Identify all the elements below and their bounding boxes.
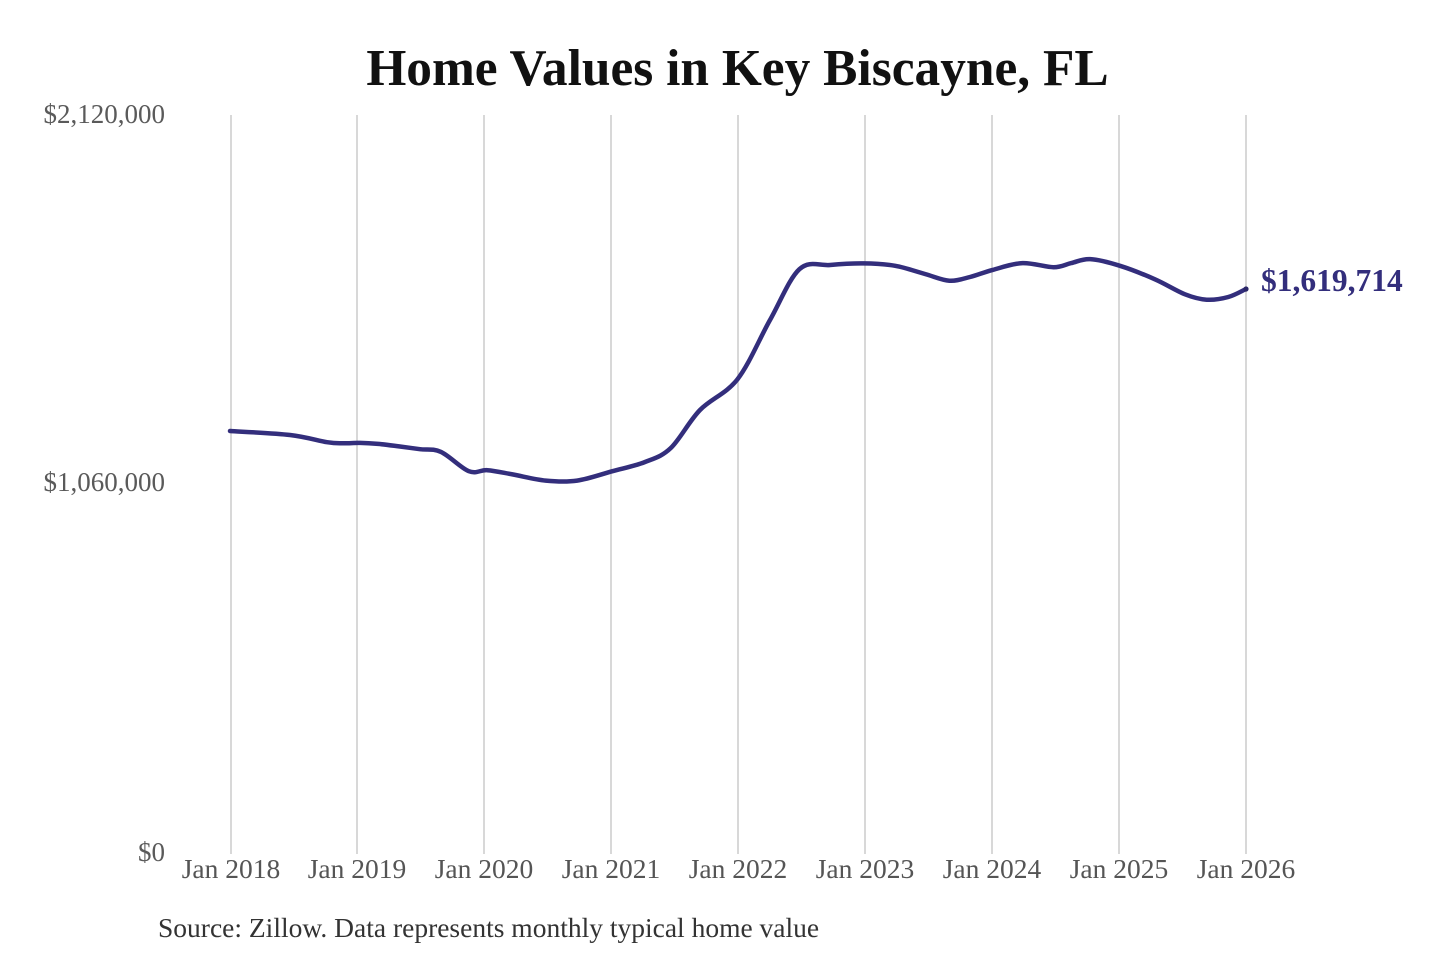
- svg-text:$0: $0: [138, 837, 165, 867]
- svg-text:Jan 2021: Jan 2021: [562, 853, 661, 884]
- svg-text:$1,619,714: $1,619,714: [1261, 263, 1403, 298]
- svg-text:Jan 2022: Jan 2022: [689, 853, 788, 884]
- svg-text:Jan 2020: Jan 2020: [435, 853, 534, 884]
- svg-text:Jan 2024: Jan 2024: [943, 853, 1042, 884]
- svg-text:Jan 2019: Jan 2019: [308, 853, 407, 884]
- svg-text:$1,060,000: $1,060,000: [44, 467, 166, 497]
- svg-text:Jan 2023: Jan 2023: [816, 853, 915, 884]
- svg-text:Jan 2025: Jan 2025: [1070, 853, 1169, 884]
- svg-text:Jan 2026: Jan 2026: [1197, 853, 1296, 884]
- svg-text:$2,120,000: $2,120,000: [44, 99, 166, 129]
- svg-text:Jan 2018: Jan 2018: [182, 853, 281, 884]
